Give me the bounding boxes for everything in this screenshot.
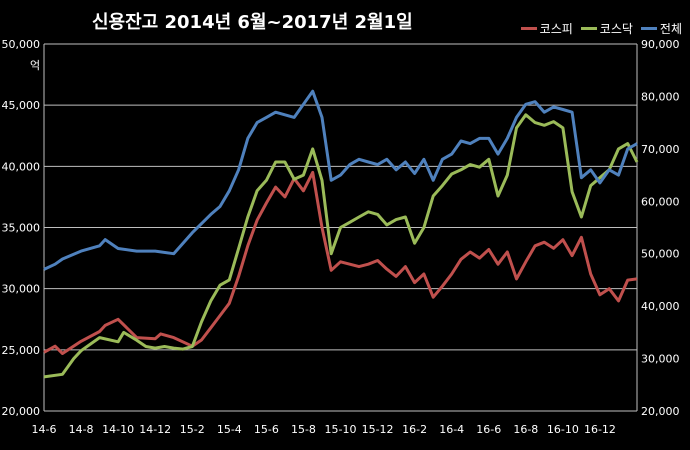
- legend-label-kosdaq: 코스닥: [599, 22, 633, 36]
- y-right-tick-label: 40,000: [641, 300, 680, 313]
- legend-item-kospi: 코스피: [520, 20, 573, 37]
- y-axis-left: 20,000 25,000 30,000 35,000 40,000 45,000 50,0…: [2, 38, 41, 418]
- legend-item-kosdaq: 코스닥: [580, 20, 633, 37]
- legend-item-total: 전체: [640, 20, 682, 37]
- x-tick-label: 14-12: [139, 423, 171, 436]
- series-line-total: [43, 89, 638, 271]
- x-tick-label: 16-10: [547, 423, 579, 436]
- x-axis: 14-6 14-8 14-10 14-12 15-2 15-4 15-6 15-8 15-10 1…: [32, 423, 616, 436]
- x-tick-label: 16-2: [402, 423, 427, 436]
- y-left-tick-label: 30,000: [2, 283, 41, 296]
- legend-swatch-kospi: [520, 27, 537, 30]
- x-tick-label: 15-12: [362, 423, 394, 436]
- y-right-tick-label: 70,000: [641, 143, 680, 156]
- x-tick-label: 14-6: [32, 423, 57, 436]
- x-tick-label: 15-6: [254, 423, 279, 436]
- y-right-tick-label: 90,000: [641, 38, 680, 51]
- legend-swatch-kosdaq: [580, 27, 597, 30]
- y-right-tick-label: 20,000: [641, 405, 680, 418]
- series-line-kosdaq: [43, 113, 639, 379]
- y-left-tick-label: 50,000: [2, 38, 41, 51]
- y-right-tick-label: 30,000: [641, 353, 680, 366]
- chart-title: 신용잔고 2014년 6월~2017년 2월1일: [92, 12, 413, 33]
- y-left-tick-label: 45,000: [2, 99, 41, 112]
- y-left-tick-label: 35,000: [2, 222, 41, 235]
- x-tick-label: 15-10: [325, 423, 357, 436]
- series-lines: [43, 89, 639, 379]
- legend-label-kospi: 코스피: [539, 22, 573, 36]
- series-line-kospi: [43, 170, 638, 355]
- x-tick-label: 16-6: [476, 423, 501, 436]
- y-left-tick-label: 20,000: [2, 405, 41, 418]
- x-tick-label: 14-10: [102, 423, 134, 436]
- y-right-tick-label: 60,000: [641, 195, 680, 208]
- y-right-tick-label: 50,000: [641, 248, 680, 261]
- y-left-tick-label: 25,000: [2, 344, 41, 357]
- x-tick-label: 15-4: [217, 423, 242, 436]
- x-tick-label: 14-8: [69, 423, 94, 436]
- x-tick-label: 16-8: [513, 423, 538, 436]
- x-tick-label: 16-4: [439, 423, 464, 436]
- y-right-tick-label: 80,000: [641, 90, 680, 103]
- legend-label-total: 전체: [659, 22, 682, 36]
- legend: 코스피 코스닥 전체: [520, 20, 682, 37]
- y-left-tick-label: 40,000: [2, 160, 41, 173]
- legend-swatch-total: [640, 27, 657, 30]
- x-tick-label: 15-2: [180, 423, 205, 436]
- y-axis-unit-label: 억: [30, 59, 41, 72]
- gridlines: [43, 43, 638, 412]
- y-axis-right: 20,000 30,000 40,000 50,000 60,000 70,000 80,0…: [641, 38, 680, 418]
- x-tick-label: 16-12: [584, 423, 616, 436]
- x-tick-label: 15-8: [291, 423, 316, 436]
